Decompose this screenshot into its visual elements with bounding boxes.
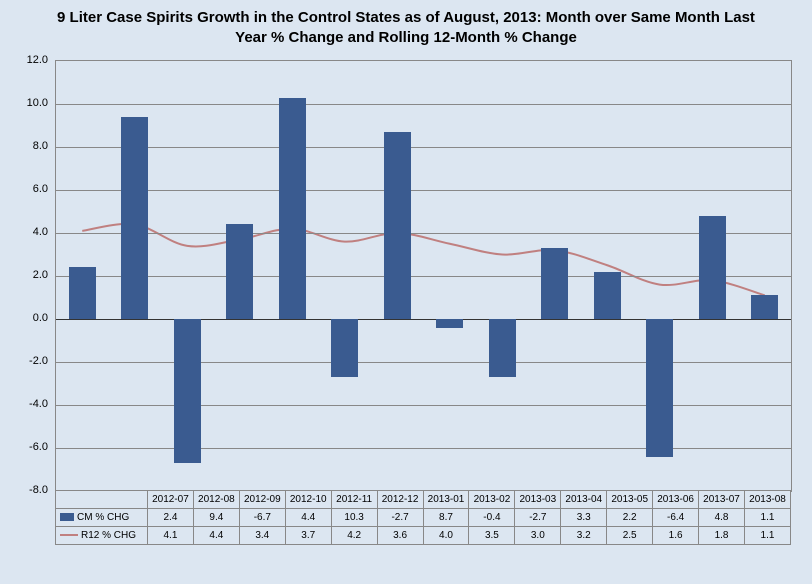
plot-area bbox=[55, 60, 792, 492]
r12-cell: 2.5 bbox=[607, 527, 653, 545]
table-header-cell: 2013-08 bbox=[744, 491, 790, 509]
gridline bbox=[56, 448, 791, 449]
y-axis-label: 4.0 bbox=[8, 226, 48, 238]
r12-cell: 3.7 bbox=[285, 527, 331, 545]
gridline bbox=[56, 276, 791, 277]
r12-cell: 3.5 bbox=[469, 527, 515, 545]
r12-cell: 1.1 bbox=[744, 527, 790, 545]
y-axis-label: -8.0 bbox=[8, 484, 48, 496]
cm-bar bbox=[594, 272, 621, 319]
table-header-cell: 2013-03 bbox=[515, 491, 561, 509]
gridline bbox=[56, 104, 791, 105]
cm-bar bbox=[331, 319, 358, 377]
y-axis-label: 6.0 bbox=[8, 183, 48, 195]
cm-bar bbox=[646, 319, 673, 457]
r12-cell: 3.2 bbox=[561, 527, 607, 545]
table-corner bbox=[56, 491, 148, 509]
cm-cell: 2.2 bbox=[607, 509, 653, 527]
table-header-cell: 2012-10 bbox=[285, 491, 331, 509]
r12-cell: 4.4 bbox=[193, 527, 239, 545]
cm-cell: 4.8 bbox=[699, 509, 745, 527]
r12-legend-label: R12 % CHG bbox=[81, 530, 136, 541]
cm-bar bbox=[489, 319, 516, 377]
table-header-cell: 2012-11 bbox=[331, 491, 377, 509]
gridline bbox=[56, 319, 791, 320]
y-axis-label: -6.0 bbox=[8, 441, 48, 453]
cm-bar bbox=[699, 216, 726, 319]
gridline bbox=[56, 405, 791, 406]
table-header-cell: 2012-08 bbox=[193, 491, 239, 509]
cm-row-header: CM % CHG bbox=[56, 509, 148, 527]
chart-title: 9 Liter Case Spirits Growth in the Contr… bbox=[0, 0, 812, 51]
data-table: 2012-072012-082012-092012-102012-112012-… bbox=[55, 490, 791, 545]
cm-bar bbox=[751, 295, 778, 319]
gridline bbox=[56, 147, 791, 148]
y-axis-label: -4.0 bbox=[8, 398, 48, 410]
table-header-cell: 2013-02 bbox=[469, 491, 515, 509]
table-header-cell: 2013-01 bbox=[423, 491, 469, 509]
cm-cell: -2.7 bbox=[515, 509, 561, 527]
cm-cell: -6.7 bbox=[239, 509, 285, 527]
cm-cell: 8.7 bbox=[423, 509, 469, 527]
cm-bar bbox=[279, 98, 306, 319]
chart-container: 9 Liter Case Spirits Growth in the Contr… bbox=[0, 0, 812, 584]
cm-cell: 2.4 bbox=[148, 509, 194, 527]
table-header-cell: 2013-04 bbox=[561, 491, 607, 509]
cm-cell: -0.4 bbox=[469, 509, 515, 527]
cm-bar bbox=[436, 319, 463, 328]
cm-cell: 3.3 bbox=[561, 509, 607, 527]
r12-cell: 3.6 bbox=[377, 527, 423, 545]
r12-cell: 1.6 bbox=[653, 527, 699, 545]
cm-cell: 4.4 bbox=[285, 509, 331, 527]
gridline bbox=[56, 190, 791, 191]
y-axis-label: 2.0 bbox=[8, 269, 48, 281]
r12-row-header: R12 % CHG bbox=[56, 527, 148, 545]
cm-legend-label: CM % CHG bbox=[77, 512, 129, 523]
cm-bar bbox=[174, 319, 201, 463]
table-header-cell: 2013-05 bbox=[607, 491, 653, 509]
table-header-cell: 2013-06 bbox=[653, 491, 699, 509]
gridline bbox=[56, 233, 791, 234]
r12-cell: 3.4 bbox=[239, 527, 285, 545]
r12-cell: 4.2 bbox=[331, 527, 377, 545]
cm-bar bbox=[121, 117, 148, 319]
y-axis-label: 8.0 bbox=[8, 140, 48, 152]
r12-cell: 3.0 bbox=[515, 527, 561, 545]
r12-legend-swatch bbox=[60, 534, 78, 536]
table-header-cell: 2013-07 bbox=[699, 491, 745, 509]
y-axis-label: 10.0 bbox=[8, 97, 48, 109]
table-header-cell: 2012-12 bbox=[377, 491, 423, 509]
cm-bar bbox=[384, 132, 411, 319]
cm-cell: -6.4 bbox=[653, 509, 699, 527]
r12-cell: 1.8 bbox=[699, 527, 745, 545]
table-header-cell: 2012-07 bbox=[148, 491, 194, 509]
y-axis-label: 0.0 bbox=[8, 312, 48, 324]
cm-bar bbox=[69, 267, 96, 319]
gridline bbox=[56, 362, 791, 363]
cm-legend-swatch bbox=[60, 513, 74, 521]
cm-bar bbox=[226, 224, 253, 319]
plot-wrap: -8.0-6.0-4.0-2.00.02.04.06.08.010.012.0 bbox=[55, 60, 790, 490]
cm-cell: 9.4 bbox=[193, 509, 239, 527]
r12-cell: 4.0 bbox=[423, 527, 469, 545]
y-axis-label: -2.0 bbox=[8, 355, 48, 367]
table-header-cell: 2012-09 bbox=[239, 491, 285, 509]
cm-bar bbox=[541, 248, 568, 319]
cm-cell: 1.1 bbox=[744, 509, 790, 527]
cm-cell: 10.3 bbox=[331, 509, 377, 527]
cm-cell: -2.7 bbox=[377, 509, 423, 527]
y-axis-label: 12.0 bbox=[8, 54, 48, 66]
r12-cell: 4.1 bbox=[148, 527, 194, 545]
